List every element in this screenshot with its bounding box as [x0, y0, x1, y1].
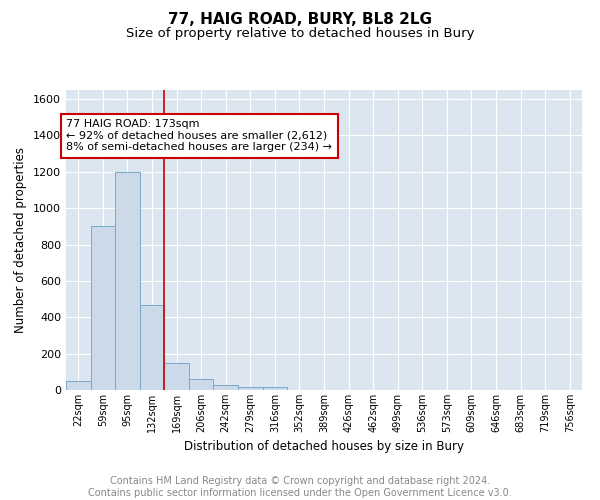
Text: Contains HM Land Registry data © Crown copyright and database right 2024.
Contai: Contains HM Land Registry data © Crown c…	[88, 476, 512, 498]
Y-axis label: Number of detached properties: Number of detached properties	[14, 147, 28, 333]
Bar	[189, 379, 214, 390]
Text: Size of property relative to detached houses in Bury: Size of property relative to detached ho…	[126, 28, 474, 40]
Bar	[164, 362, 189, 390]
Bar	[66, 381, 91, 390]
Text: 77 HAIG ROAD: 173sqm
← 92% of detached houses are smaller (2,612)
8% of semi-det: 77 HAIG ROAD: 173sqm ← 92% of detached h…	[67, 119, 332, 152]
Bar	[91, 226, 115, 390]
Bar	[214, 384, 238, 390]
Bar	[115, 172, 140, 390]
Bar	[238, 386, 263, 390]
Text: 77, HAIG ROAD, BURY, BL8 2LG: 77, HAIG ROAD, BURY, BL8 2LG	[168, 12, 432, 28]
X-axis label: Distribution of detached houses by size in Bury: Distribution of detached houses by size …	[184, 440, 464, 454]
Bar	[263, 386, 287, 390]
Bar	[140, 304, 164, 390]
